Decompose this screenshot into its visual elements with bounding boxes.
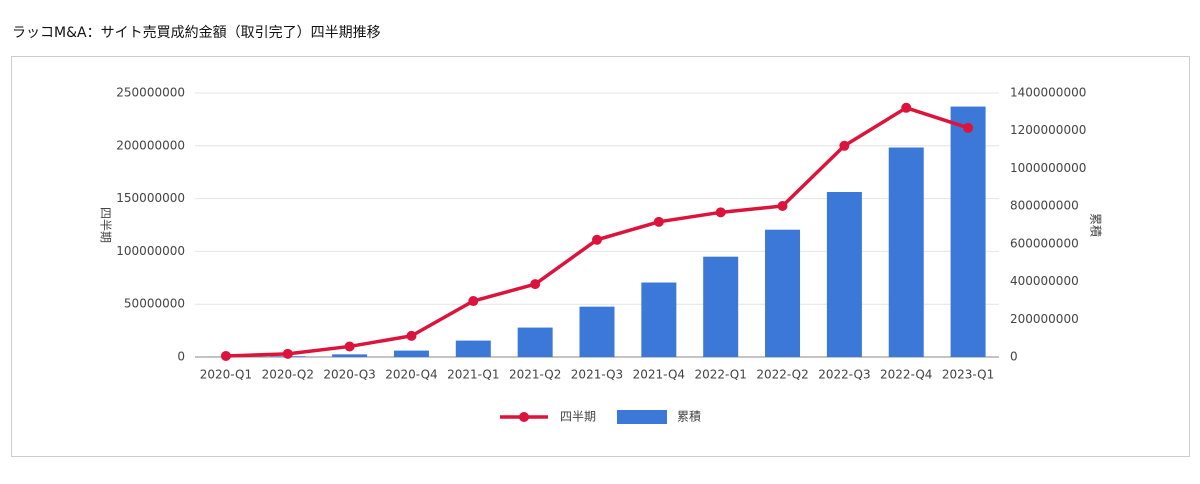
point — [901, 103, 911, 113]
point — [468, 296, 478, 306]
x-tick-label: 2021-Q2 — [509, 368, 561, 382]
x-tick-label: 2020-Q1 — [200, 368, 252, 382]
x-tick-label: 2022-Q4 — [880, 368, 932, 382]
point — [283, 349, 293, 359]
y-tick-label: 200000000 — [116, 138, 185, 152]
y2-tick-label: 800000000 — [1010, 199, 1079, 213]
point — [778, 201, 788, 211]
x-tick-label: 2022-Q1 — [694, 368, 746, 382]
point — [221, 351, 231, 361]
y2-tick-label: 1400000000 — [1010, 86, 1086, 100]
y-axis-title: 四半期 — [99, 207, 113, 243]
chart-frame — [12, 57, 1190, 457]
bar — [951, 107, 986, 357]
bar — [641, 283, 676, 357]
bar — [518, 328, 553, 357]
chart-title: ラッコM&A：サイト売買成約金額（取引完了）四半期推移 — [12, 25, 381, 41]
point — [716, 207, 726, 217]
y2-tick-label: 200000000 — [1010, 312, 1079, 326]
bar — [394, 351, 429, 357]
legend-swatch — [617, 410, 667, 424]
y-tick-label: 150000000 — [116, 191, 185, 205]
bar — [827, 192, 862, 357]
y2-tick-label: 0 — [1010, 350, 1018, 364]
bar — [332, 354, 367, 357]
x-tick-label: 2020-Q3 — [323, 368, 375, 382]
bar — [456, 341, 491, 357]
point — [530, 279, 540, 289]
y2-tick-label: 600000000 — [1010, 236, 1079, 250]
legend-label: 累積 — [677, 409, 701, 424]
y2-tick-label: 1000000000 — [1010, 161, 1086, 175]
point — [345, 341, 355, 351]
y-tick-label: 250000000 — [116, 86, 185, 100]
x-tick-label: 2022-Q2 — [756, 368, 808, 382]
y2-axis-title: 累積 — [1089, 213, 1104, 237]
x-tick-label: 2020-Q4 — [385, 368, 437, 382]
legend-label: 四半期 — [560, 410, 596, 424]
bar — [765, 230, 800, 357]
y-tick-label: 0 — [177, 350, 185, 364]
point — [654, 217, 664, 227]
point — [406, 331, 416, 341]
x-tick-label: 2023-Q1 — [942, 368, 994, 382]
x-tick-label: 2021-Q3 — [571, 368, 623, 382]
x-tick-label: 2021-Q4 — [633, 368, 685, 382]
point — [592, 235, 602, 245]
y2-tick-label: 400000000 — [1010, 274, 1079, 288]
x-tick-label: 2020-Q2 — [262, 368, 314, 382]
y2-tick-label: 1200000000 — [1010, 123, 1086, 137]
legend-swatch — [519, 412, 529, 422]
bar — [703, 257, 738, 357]
x-tick-label: 2021-Q1 — [447, 368, 499, 382]
bar — [889, 147, 924, 357]
point — [839, 141, 849, 151]
bar — [580, 307, 615, 357]
point — [963, 123, 973, 133]
x-tick-label: 2022-Q3 — [818, 368, 870, 382]
y-tick-label: 100000000 — [116, 244, 185, 258]
y-tick-label: 50000000 — [124, 297, 185, 311]
